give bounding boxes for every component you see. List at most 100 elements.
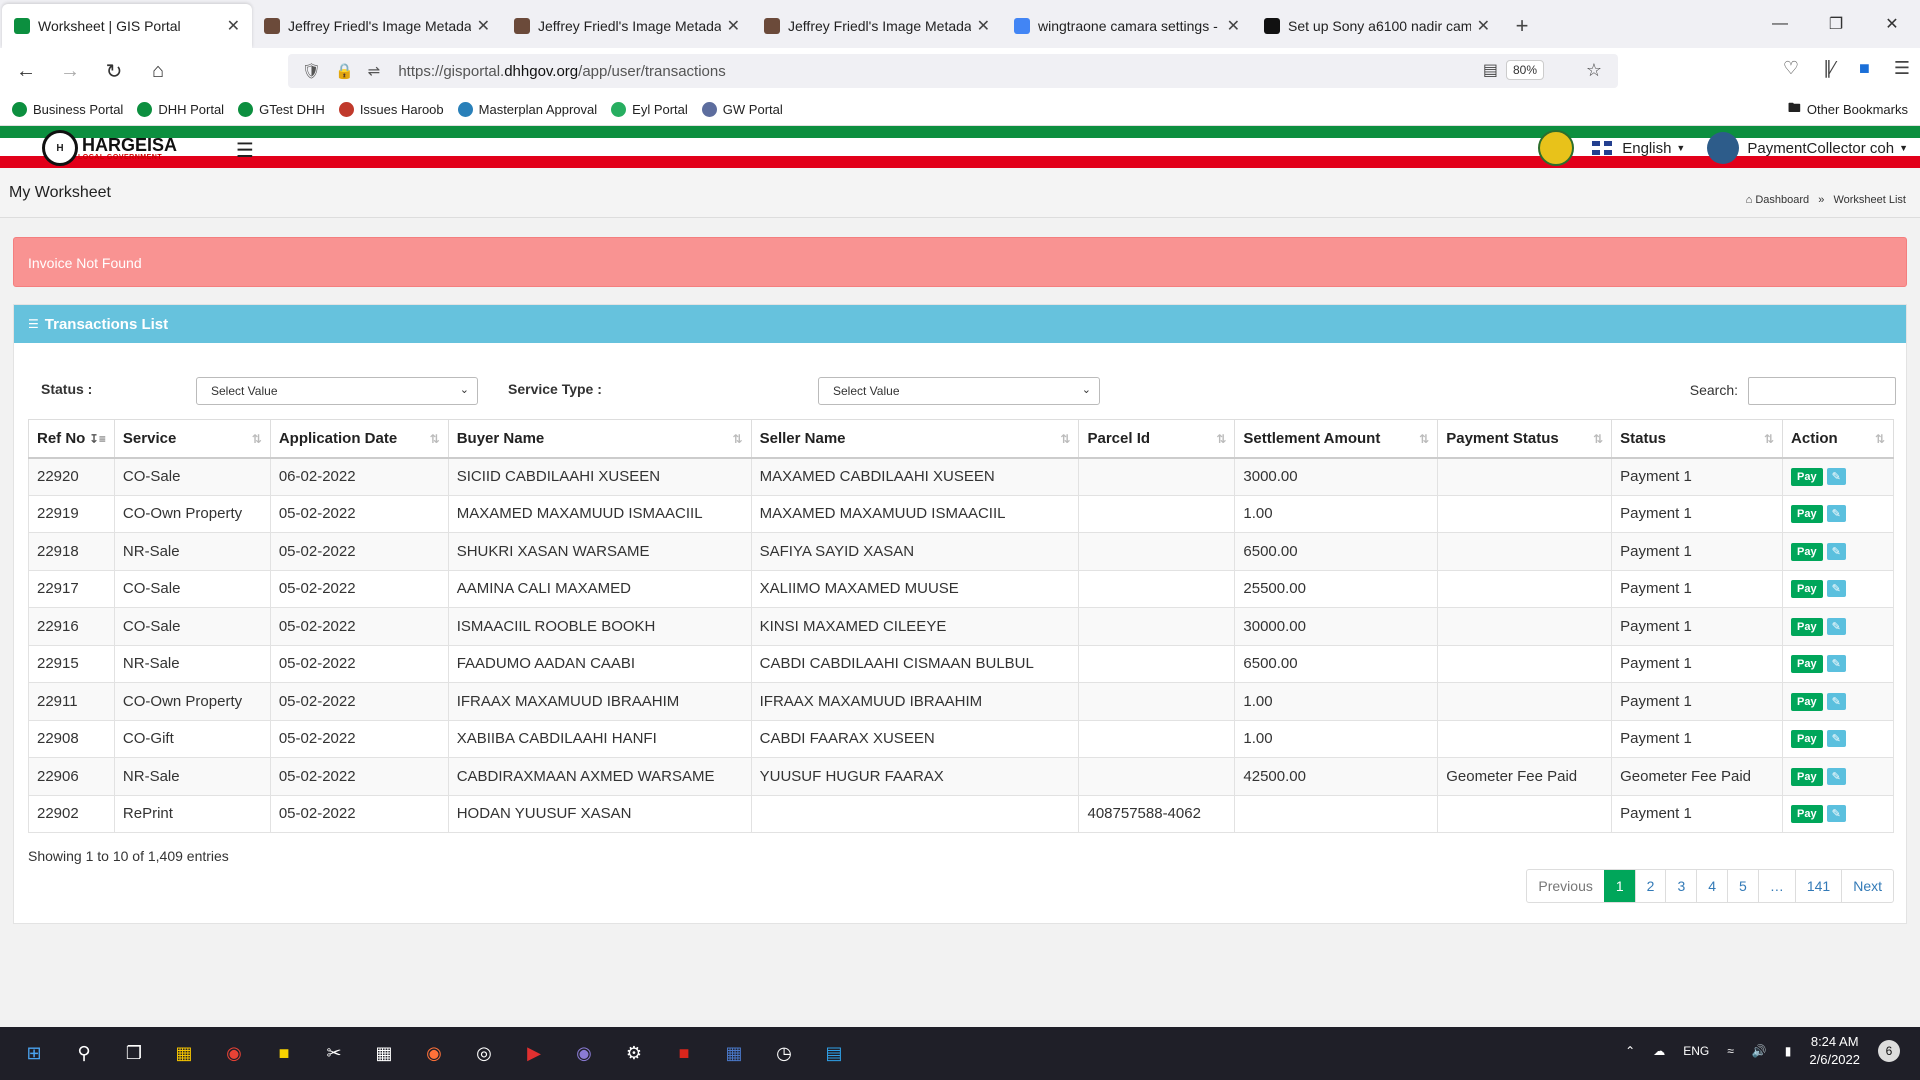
column-header[interactable]: Buyer Name ⇅ (447, 419, 752, 459)
column-header[interactable]: Status ⇅ (1611, 419, 1784, 459)
permissions-icon[interactable]: ⇌ (367, 63, 381, 80)
forward-icon[interactable]: → (60, 59, 80, 82)
app-logo[interactable]: H HARGEISA LOCAL GOVERNMENT (42, 130, 177, 166)
previous-page-button[interactable]: Previous (1538, 878, 1593, 894)
clock-app-icon[interactable]: ◷ (776, 1042, 792, 1063)
back-icon[interactable]: ← (16, 59, 36, 82)
pay-button[interactable]: Pay (1791, 805, 1823, 824)
close-tab-icon[interactable]: ✕ (226, 18, 240, 35)
sort-icon[interactable]: ⇅ (1216, 432, 1227, 446)
sort-icon[interactable]: ⇅ (1060, 432, 1071, 446)
chevron-down-icon[interactable]: ▼ (1899, 143, 1908, 153)
file-explorer-icon[interactable]: ▦ (175, 1042, 193, 1063)
volume-icon[interactable]: 🔊 (1751, 1044, 1767, 1058)
gear-app-icon[interactable]: ⚙ (625, 1042, 643, 1063)
close-window-icon[interactable]: ✕ (1885, 16, 1899, 33)
pay-button[interactable]: Pay (1791, 730, 1823, 749)
breadcrumb-dashboard[interactable]: Dashboard (1755, 194, 1810, 206)
sort-icon[interactable]: ⇅ (251, 432, 262, 446)
windows-start-icon[interactable]: ⊞ (26, 1042, 42, 1063)
reader-view-icon[interactable]: ▤ (1482, 62, 1498, 79)
edit-icon[interactable]: ✎ (1826, 617, 1846, 635)
edit-icon[interactable]: ✎ (1826, 542, 1846, 560)
other-bookmarks[interactable]: 🖿 Other Bookmarks (1788, 99, 1908, 121)
home-icon[interactable]: ⌂ (151, 59, 165, 82)
remote-desktop-icon[interactable]: ▤ (825, 1042, 843, 1063)
pay-button[interactable]: Pay (1791, 468, 1823, 486)
pay-button[interactable]: Pay (1791, 505, 1823, 524)
close-tab-icon[interactable]: ✕ (1226, 18, 1240, 35)
network-app-icon[interactable]: ▦ (725, 1042, 743, 1063)
lock-icon[interactable]: 🔒 (335, 63, 354, 80)
snipping-tool-icon[interactable]: ✂ (326, 1042, 342, 1063)
chevron-down-icon[interactable]: ▼ (1676, 143, 1686, 153)
browser-tab[interactable]: Jeffrey Friedl's Image Metadata ✕ (502, 4, 752, 48)
edit-icon[interactable]: ✎ (1826, 692, 1846, 710)
sticky-notes-icon[interactable]: ■ (278, 1042, 290, 1063)
extension-icon[interactable]: ■ (1858, 58, 1870, 78)
column-header[interactable]: Action ⇅ (1782, 419, 1894, 459)
column-header[interactable]: Application Date ⇅ (269, 419, 449, 459)
service-type-select[interactable]: Select Value ⌄ (818, 377, 1100, 405)
pay-button[interactable]: Pay (1791, 692, 1823, 711)
wifi-icon[interactable]: ≈ (1727, 1044, 1734, 1058)
bookmark-item[interactable]: Issues Haroob (338, 102, 444, 117)
column-header[interactable]: Settlement Amount ⇅ (1234, 419, 1439, 459)
edit-icon[interactable]: ✎ (1826, 767, 1846, 785)
next-page-button[interactable]: Next (1841, 870, 1893, 902)
bookmark-item[interactable]: Business Portal (12, 102, 123, 117)
status-select[interactable]: Select Value ⌄ (196, 377, 478, 405)
edit-icon[interactable]: ✎ (1826, 805, 1846, 823)
user-menu[interactable]: PaymentCollector coh (1747, 139, 1895, 157)
sort-icon[interactable]: ⇅ (1874, 432, 1885, 446)
edit-icon[interactable]: ✎ (1826, 468, 1846, 485)
column-header[interactable]: Service ⇅ (113, 419, 271, 459)
search-input[interactable] (1748, 377, 1896, 405)
chrome-icon[interactable]: ◉ (226, 1042, 242, 1063)
edit-icon[interactable]: ✎ (1826, 730, 1846, 748)
browser-tab[interactable]: wingtraone camara settings - R ✕ (1002, 4, 1252, 48)
browser-tab[interactable]: Set up Sony a6100 nadir camera ✕ (1252, 4, 1502, 48)
pay-button[interactable]: Pay (1791, 655, 1823, 674)
sort-icon[interactable]: ⇅ (1763, 432, 1775, 446)
bookmark-item[interactable]: GTest DHH (238, 102, 325, 117)
sort-icon[interactable]: ↧≡ (88, 432, 106, 446)
page-button[interactable]: 3 (1665, 870, 1696, 902)
media-player-icon[interactable]: ▶ (527, 1042, 541, 1063)
column-header[interactable]: Seller Name ⇅ (750, 419, 1080, 459)
pay-button[interactable]: Pay (1791, 767, 1823, 786)
avatar[interactable] (1707, 132, 1740, 164)
page-button[interactable]: 5 (1727, 870, 1758, 902)
cloud-icon[interactable]: ☁ (1653, 1044, 1666, 1058)
bookmark-item[interactable]: DHH Portal (137, 102, 224, 117)
bookmark-item[interactable]: Eyl Portal (611, 102, 688, 117)
close-tab-icon[interactable]: ✕ (1476, 18, 1490, 35)
sort-icon[interactable]: ⇅ (732, 432, 743, 446)
page-button[interactable]: 141 (1794, 870, 1841, 902)
page-button[interactable]: 1 (1603, 870, 1635, 902)
hamburger-menu-icon[interactable]: ☰ (236, 140, 254, 162)
search-icon[interactable]: ⚲ (77, 1042, 91, 1063)
language-indicator[interactable]: ENG (1683, 1044, 1710, 1058)
page-button[interactable]: 4 (1696, 870, 1727, 902)
edit-icon[interactable]: ✎ (1826, 580, 1846, 598)
bookmark-item[interactable]: GW Portal (701, 102, 783, 117)
sort-icon[interactable]: ⇅ (1419, 432, 1430, 446)
restore-icon[interactable]: ❐ (1828, 16, 1844, 33)
zoom-level[interactable]: 80% (1505, 60, 1544, 80)
edit-icon[interactable]: ✎ (1826, 505, 1846, 523)
page-button[interactable]: 2 (1634, 870, 1666, 902)
menu-icon[interactable]: ☰ (1893, 58, 1910, 78)
browser-tab[interactable]: Jeffrey Friedl's Image Metadata ✕ (252, 4, 502, 48)
browser-tab[interactable]: Worksheet | GIS Portal ✕ (2, 4, 252, 48)
filezilla-icon[interactable]: ■ (678, 1042, 690, 1063)
reload-icon[interactable]: ↻ (105, 60, 123, 83)
globe-app-icon[interactable]: ◎ (476, 1042, 492, 1063)
battery-icon[interactable]: ▮ (1784, 1044, 1792, 1058)
bookmark-item[interactable]: Masterplan Approval (457, 102, 597, 117)
address-bar[interactable]: 🛡 🔒 ⇌ https://gisportal. dhhgov.org/app/u… (288, 54, 1618, 88)
pay-button[interactable]: Pay (1791, 617, 1823, 636)
column-header[interactable]: Payment Status ⇅ (1437, 419, 1613, 459)
obs-icon[interactable]: ◉ (576, 1042, 592, 1063)
close-tab-icon[interactable]: ✕ (726, 18, 740, 35)
